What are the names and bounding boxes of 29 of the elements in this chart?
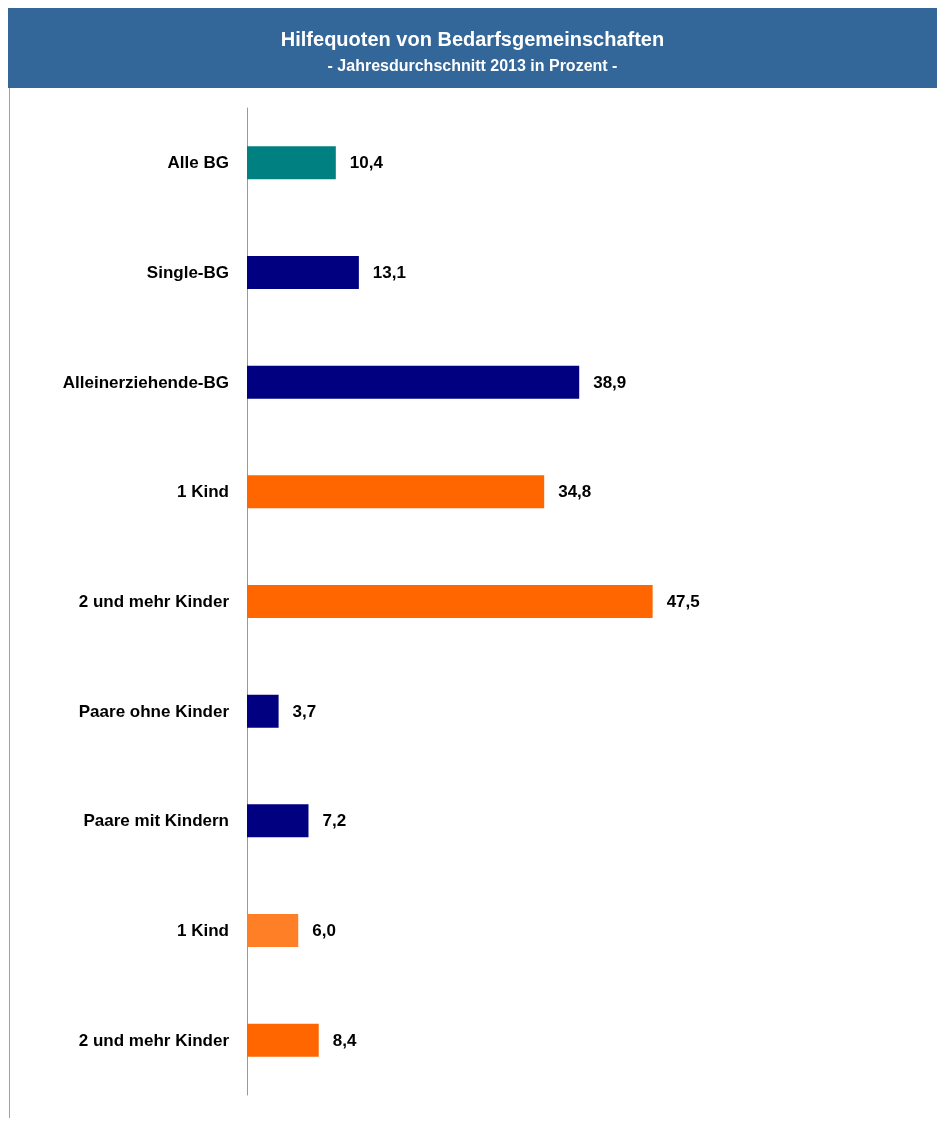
data-label: 47,5 bbox=[666, 592, 700, 611]
y-tick-label: Alleinerziehende-BG bbox=[62, 372, 229, 392]
data-label: 3,7 bbox=[292, 701, 317, 721]
bar bbox=[247, 365, 580, 399]
bar bbox=[247, 914, 299, 947]
data-label: 8,4 bbox=[332, 1030, 357, 1050]
y-tick-label: Alle BG bbox=[167, 153, 229, 173]
chart-subtitle: - Jahresdurchschnitt 2013 in Prozent - bbox=[326, 57, 619, 75]
data-label: 13,1 bbox=[372, 263, 406, 282]
chart-title: Hilfequoten von Bedarfsgemeinschaften bbox=[279, 28, 666, 51]
y-tick-label: 1 Kind bbox=[177, 482, 229, 502]
y-tick-label: 2 und mehr Kinder bbox=[78, 1030, 230, 1050]
data-label: 6,0 bbox=[312, 921, 336, 940]
y-tick-label: Paare mit Kindern bbox=[83, 811, 229, 831]
y-tick-label: Paare ohne Kinder bbox=[78, 701, 230, 721]
y-tick-label: Single-BG bbox=[146, 263, 229, 282]
data-label: 34,8 bbox=[558, 482, 592, 502]
bar bbox=[247, 694, 279, 728]
data-label: 38,9 bbox=[593, 372, 627, 392]
bar bbox=[247, 1023, 319, 1057]
data-label: 10,4 bbox=[349, 153, 384, 173]
y-tick-label: 2 und mehr Kinder bbox=[78, 592, 230, 611]
data-label: 7,2 bbox=[322, 811, 347, 831]
bar bbox=[247, 475, 545, 509]
bar bbox=[247, 585, 653, 618]
y-tick-label: 1 Kind bbox=[177, 921, 229, 940]
bar bbox=[247, 146, 336, 180]
bar bbox=[247, 256, 359, 289]
bar bbox=[247, 804, 309, 838]
